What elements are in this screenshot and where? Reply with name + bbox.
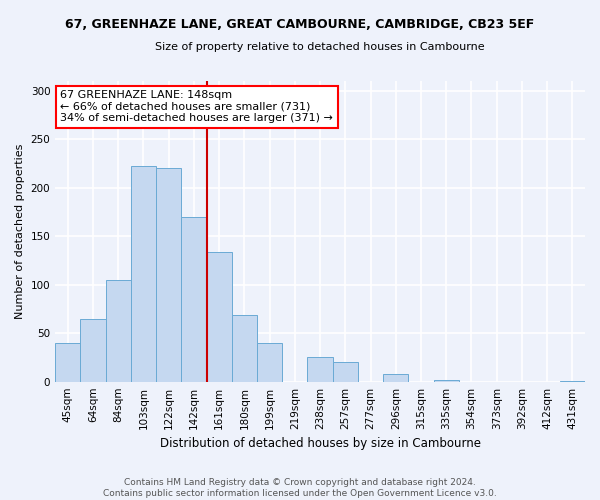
X-axis label: Distribution of detached houses by size in Cambourne: Distribution of detached houses by size …	[160, 437, 481, 450]
Bar	[206, 252, 232, 382]
Text: 67, GREENHAZE LANE, GREAT CAMBOURNE, CAMBRIDGE, CB23 5EF: 67, GREENHAZE LANE, GREAT CAMBOURNE, CAM…	[65, 18, 535, 30]
Bar	[181, 217, 206, 382]
Text: 67 GREENHAZE LANE: 148sqm
← 66% of detached houses are smaller (731)
34% of semi: 67 GREENHAZE LANE: 148sqm ← 66% of detac…	[61, 90, 334, 124]
Bar	[257, 343, 282, 382]
Bar	[434, 380, 459, 382]
Bar	[80, 318, 106, 382]
Bar	[131, 166, 156, 382]
Bar	[232, 315, 257, 382]
Bar	[55, 343, 80, 382]
Y-axis label: Number of detached properties: Number of detached properties	[15, 144, 25, 319]
Bar	[332, 362, 358, 382]
Bar	[560, 380, 585, 382]
Bar	[156, 168, 181, 382]
Bar	[106, 280, 131, 382]
Text: Contains HM Land Registry data © Crown copyright and database right 2024.
Contai: Contains HM Land Registry data © Crown c…	[103, 478, 497, 498]
Title: Size of property relative to detached houses in Cambourne: Size of property relative to detached ho…	[155, 42, 485, 52]
Bar	[307, 358, 332, 382]
Bar	[383, 374, 409, 382]
